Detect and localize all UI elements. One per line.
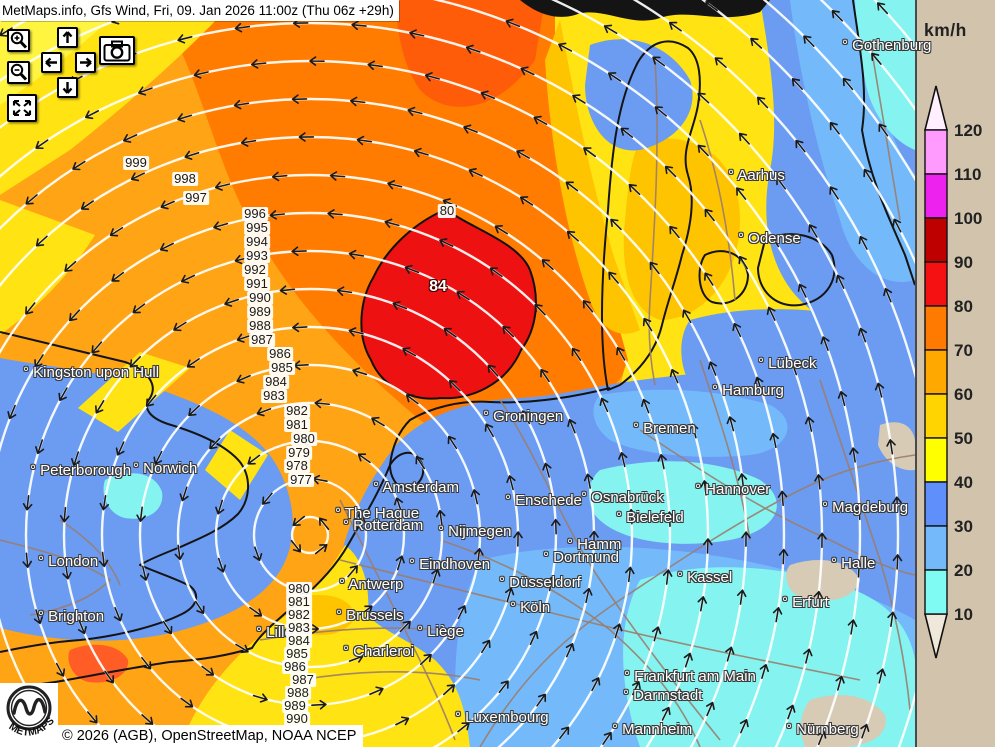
legend-tick: 20 [954,561,973,580]
magnifier-minus-icon [10,63,28,81]
metmaps-logo-icon: METMAPS [6,685,57,739]
legend-tick: 30 [954,517,973,536]
legend-color-scale: 120 110 100 90 80 70 60 50 40 30 20 10 [923,85,982,659]
expand-arrows-icon [12,99,32,117]
snapshot-button[interactable] [99,36,135,65]
fullscreen-button[interactable] [7,94,37,122]
legend-tick: 100 [954,209,982,228]
legend-tick: 120 [954,121,982,140]
arrow-left-icon [45,57,57,68]
arrow-up-icon [62,31,73,43]
magnifier-plus-icon [10,31,28,49]
legend-tick: 50 [954,429,973,448]
attribution: © 2026 (AGB), OpenStreetMap, NOAA NCEP [55,725,364,747]
arrow-down-icon [62,82,73,94]
legend-tick: 110 [954,165,981,184]
wind-speed-legend: km/h 120 110 100 90 80 70 60 50 40 30 20 10 [915,0,995,747]
metmaps-logo: METMAPS [0,683,58,747]
pan-right-button[interactable] [75,52,96,73]
legend-tick: 40 [954,473,973,492]
road-network [0,39,915,747]
legend-tick: 90 [954,253,973,272]
legend-unit-label: km/h [924,20,967,40]
pan-down-button[interactable] [57,77,78,98]
map-canvas [0,0,915,747]
camera-icon [103,40,131,61]
legend-tick: 70 [954,341,973,360]
map-title: MetMaps.info, Gfs Wind, Fri, 09. Jan 202… [0,0,399,21]
legend-tick: 60 [954,385,973,404]
pan-up-button[interactable] [57,27,78,48]
pan-left-button[interactable] [41,52,62,73]
wind-speed-field [0,0,915,747]
zoom-in-button[interactable] [7,29,30,52]
legend-segment [924,569,948,615]
zoom-out-button[interactable] [7,61,30,84]
legend-tick: 80 [954,297,973,316]
wind-arrows [0,1,903,746]
arrow-right-icon [80,57,92,68]
legend-tick: 10 [954,605,973,624]
